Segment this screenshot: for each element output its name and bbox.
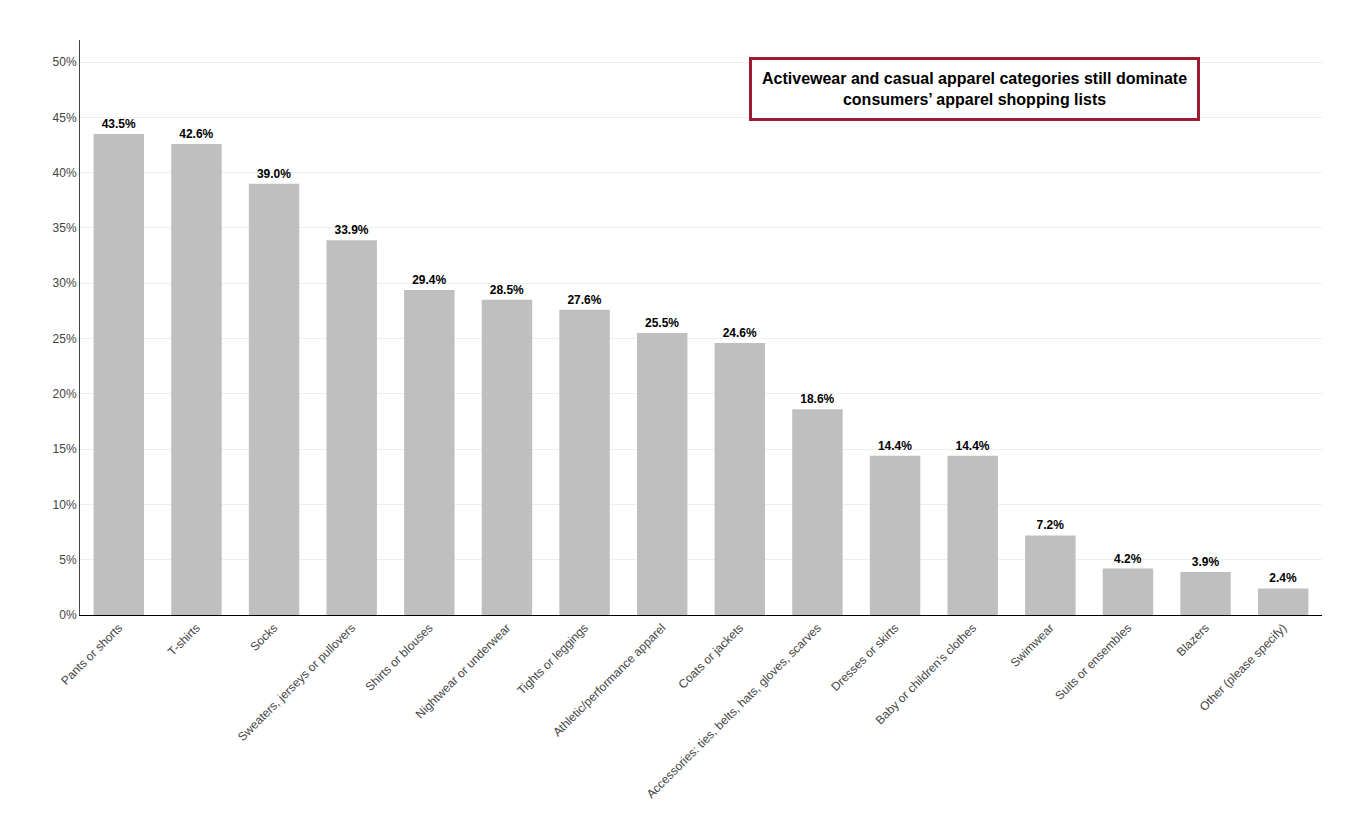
svg-text:Coats or jackets: Coats or jackets [675,621,746,692]
svg-text:Tights or leggings: Tights or leggings [514,621,591,698]
svg-text:Dresses or skirts: Dresses or skirts [828,621,901,694]
svg-text:39.0%: 39.0% [257,167,291,181]
svg-text:3.9%: 3.9% [1192,555,1220,569]
svg-text:18.6%: 18.6% [800,392,834,406]
svg-text:Shirts or blouses: Shirts or blouses [363,621,436,694]
svg-text:0%: 0% [59,608,77,622]
svg-text:40%: 40% [53,166,77,180]
svg-text:Baby or children’s clothes: Baby or children’s clothes [873,621,979,727]
svg-text:14.4%: 14.4% [878,439,912,453]
svg-text:25.5%: 25.5% [645,316,679,330]
svg-text:Swimwear: Swimwear [1008,621,1057,670]
svg-text:35%: 35% [53,221,77,235]
svg-text:50%: 50% [53,55,77,69]
svg-text:Activewear and casual apparel: Activewear and casual apparel categories… [762,70,1187,108]
svg-text:27.6%: 27.6% [567,293,601,307]
svg-text:15%: 15% [53,442,77,456]
svg-text:28.5%: 28.5% [490,283,524,297]
svg-text:5%: 5% [59,553,77,567]
svg-text:Sweaters, jerseys or pullovers: Sweaters, jerseys or pullovers [235,621,358,744]
svg-text:14.4%: 14.4% [956,439,990,453]
svg-text:7.2%: 7.2% [1036,518,1064,532]
svg-text:Suits or ensembles: Suits or ensembles [1052,621,1134,703]
svg-text:Nightwear or underwear: Nightwear or underwear [413,621,513,721]
svg-text:T-shirts: T-shirts [165,621,203,659]
svg-text:10%: 10% [53,498,77,512]
svg-text:30%: 30% [53,276,77,290]
svg-text:29.4%: 29.4% [412,273,446,287]
svg-text:43.5%: 43.5% [102,117,136,131]
svg-text:Pants or shorts: Pants or shorts [58,621,125,688]
svg-text:Socks: Socks [247,621,280,654]
svg-text:25%: 25% [53,332,77,346]
svg-text:42.6%: 42.6% [179,127,213,141]
svg-text:20%: 20% [53,387,77,401]
svg-text:Blazers: Blazers [1174,621,1212,659]
svg-text:33.9%: 33.9% [335,223,369,237]
svg-text:45%: 45% [53,111,77,125]
svg-text:4.2%: 4.2% [1114,552,1142,566]
svg-text:2.4%: 2.4% [1269,571,1297,585]
svg-text:Accessories: ties, belts, hats: Accessories: ties, belts, hats, gloves, … [644,621,824,801]
svg-text:Athletic/performance apparel: Athletic/performance apparel [550,621,668,739]
svg-text:24.6%: 24.6% [723,326,757,340]
svg-text:Other (please specify): Other (please specify) [1197,621,1290,714]
